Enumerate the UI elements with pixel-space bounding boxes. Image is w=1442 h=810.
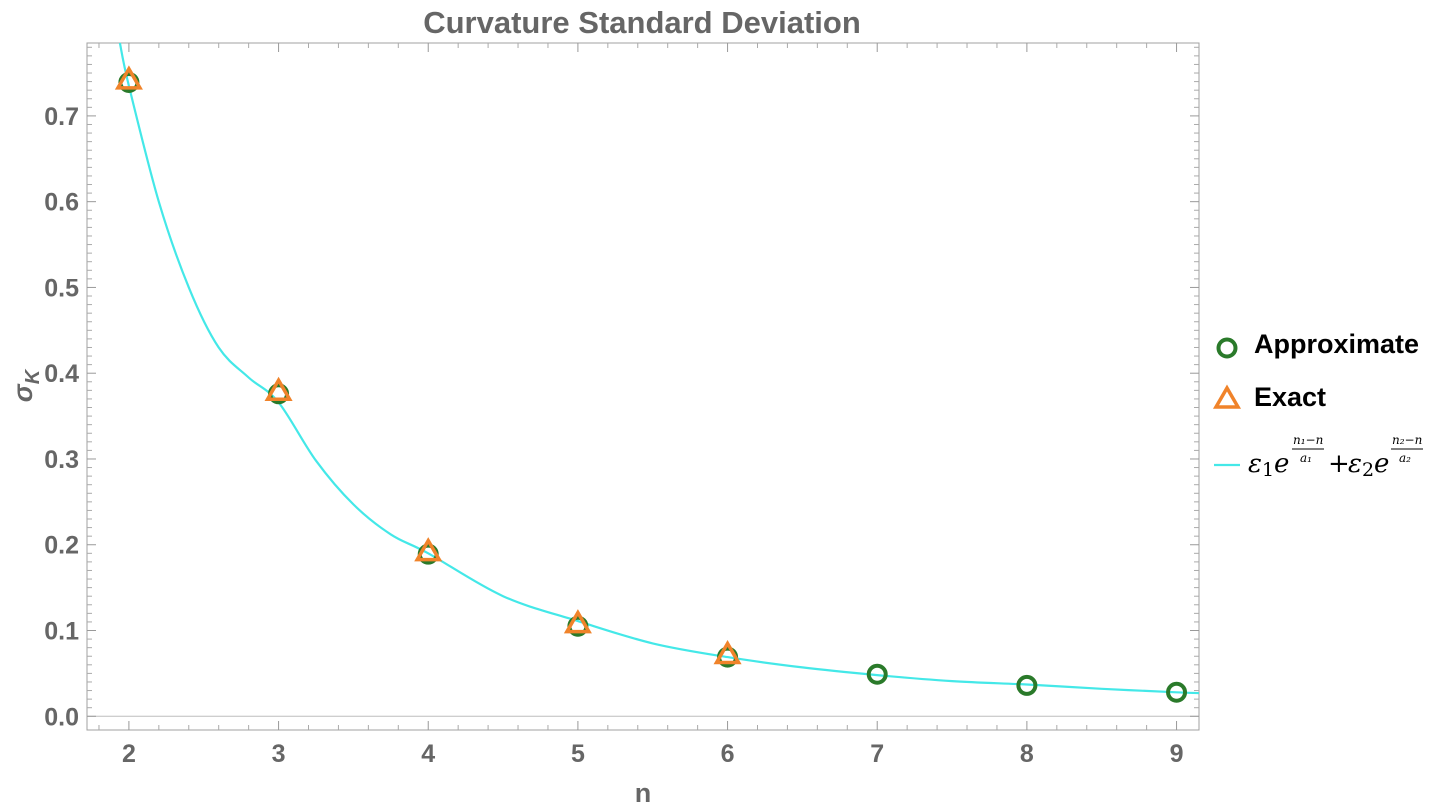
x-tick-label: 5 bbox=[571, 740, 585, 768]
x-tick-label: 2 bbox=[122, 740, 136, 768]
exact-point bbox=[264, 376, 293, 401]
exact-point bbox=[414, 537, 443, 562]
x-tick-label: 7 bbox=[870, 740, 884, 768]
x-tick-label: 4 bbox=[421, 740, 435, 768]
y-axis-label-sub: K bbox=[22, 368, 44, 384]
legend: Approximate Exact ε1e n₁−n a₁ + ε2e n₂−n… bbox=[1212, 329, 1423, 481]
axis-ticks bbox=[87, 43, 1199, 730]
y-tick-label: 0.0 bbox=[44, 703, 79, 731]
legend-approximate-label: Approximate bbox=[1254, 329, 1419, 359]
legend-exact-label: Exact bbox=[1254, 382, 1326, 412]
legend-approximate-marker bbox=[1216, 337, 1238, 359]
exact-point bbox=[114, 65, 143, 90]
approximate-point bbox=[1166, 681, 1188, 703]
x-tick-label: 3 bbox=[272, 740, 286, 768]
svg-text:ε2e: ε2e bbox=[1348, 449, 1389, 481]
y-axis-label-main: σ bbox=[8, 383, 38, 402]
exact-point bbox=[563, 609, 592, 634]
svg-text:n₁−n: n₁−n bbox=[1293, 433, 1323, 447]
x-tick-label: 6 bbox=[721, 740, 735, 768]
y-tick-label: 0.4 bbox=[44, 360, 79, 388]
svg-text:+: + bbox=[1328, 449, 1350, 479]
svg-text:σK: σK bbox=[8, 368, 44, 402]
y-tick-label: 0.5 bbox=[44, 274, 79, 302]
chart-title: Curvature Standard Deviation bbox=[423, 5, 861, 40]
plot-frame bbox=[86, 42, 1200, 731]
y-axis-label: σK bbox=[8, 368, 44, 402]
svg-text:ε1e: ε1e bbox=[1248, 449, 1289, 481]
exact-point bbox=[713, 640, 742, 665]
approximate-markers bbox=[118, 71, 1188, 703]
legend-exact-marker bbox=[1212, 384, 1242, 409]
fit-curve bbox=[118, 42, 1200, 695]
y-tick-label: 0.6 bbox=[44, 189, 79, 217]
y-tick-label: 0.2 bbox=[44, 532, 79, 560]
y-tick-labels: 0.0 0.1 0.2 0.3 0.4 0.5 0.6 0.7 bbox=[44, 103, 79, 731]
svg-text:a₂: a₂ bbox=[1399, 451, 1411, 465]
y-tick-label: 0.1 bbox=[44, 618, 79, 646]
svg-text:a₁: a₁ bbox=[1300, 451, 1312, 465]
x-axis-label: n bbox=[635, 778, 652, 808]
y-tick-label: 0.7 bbox=[44, 103, 79, 131]
approximate-point bbox=[866, 663, 888, 685]
x-tick-label: 9 bbox=[1170, 740, 1184, 768]
approximate-point bbox=[1016, 674, 1038, 696]
exact-markers bbox=[114, 65, 742, 665]
y-tick-label: 0.3 bbox=[44, 446, 79, 474]
legend-fit-formula: ε1e n₁−n a₁ + ε2e n₂−n a₂ bbox=[1248, 433, 1423, 481]
x-tick-label: 8 bbox=[1020, 740, 1034, 768]
svg-text:n₂−n: n₂−n bbox=[1392, 433, 1422, 447]
x-tick-labels: 2 3 4 5 6 7 8 9 bbox=[122, 740, 1184, 768]
